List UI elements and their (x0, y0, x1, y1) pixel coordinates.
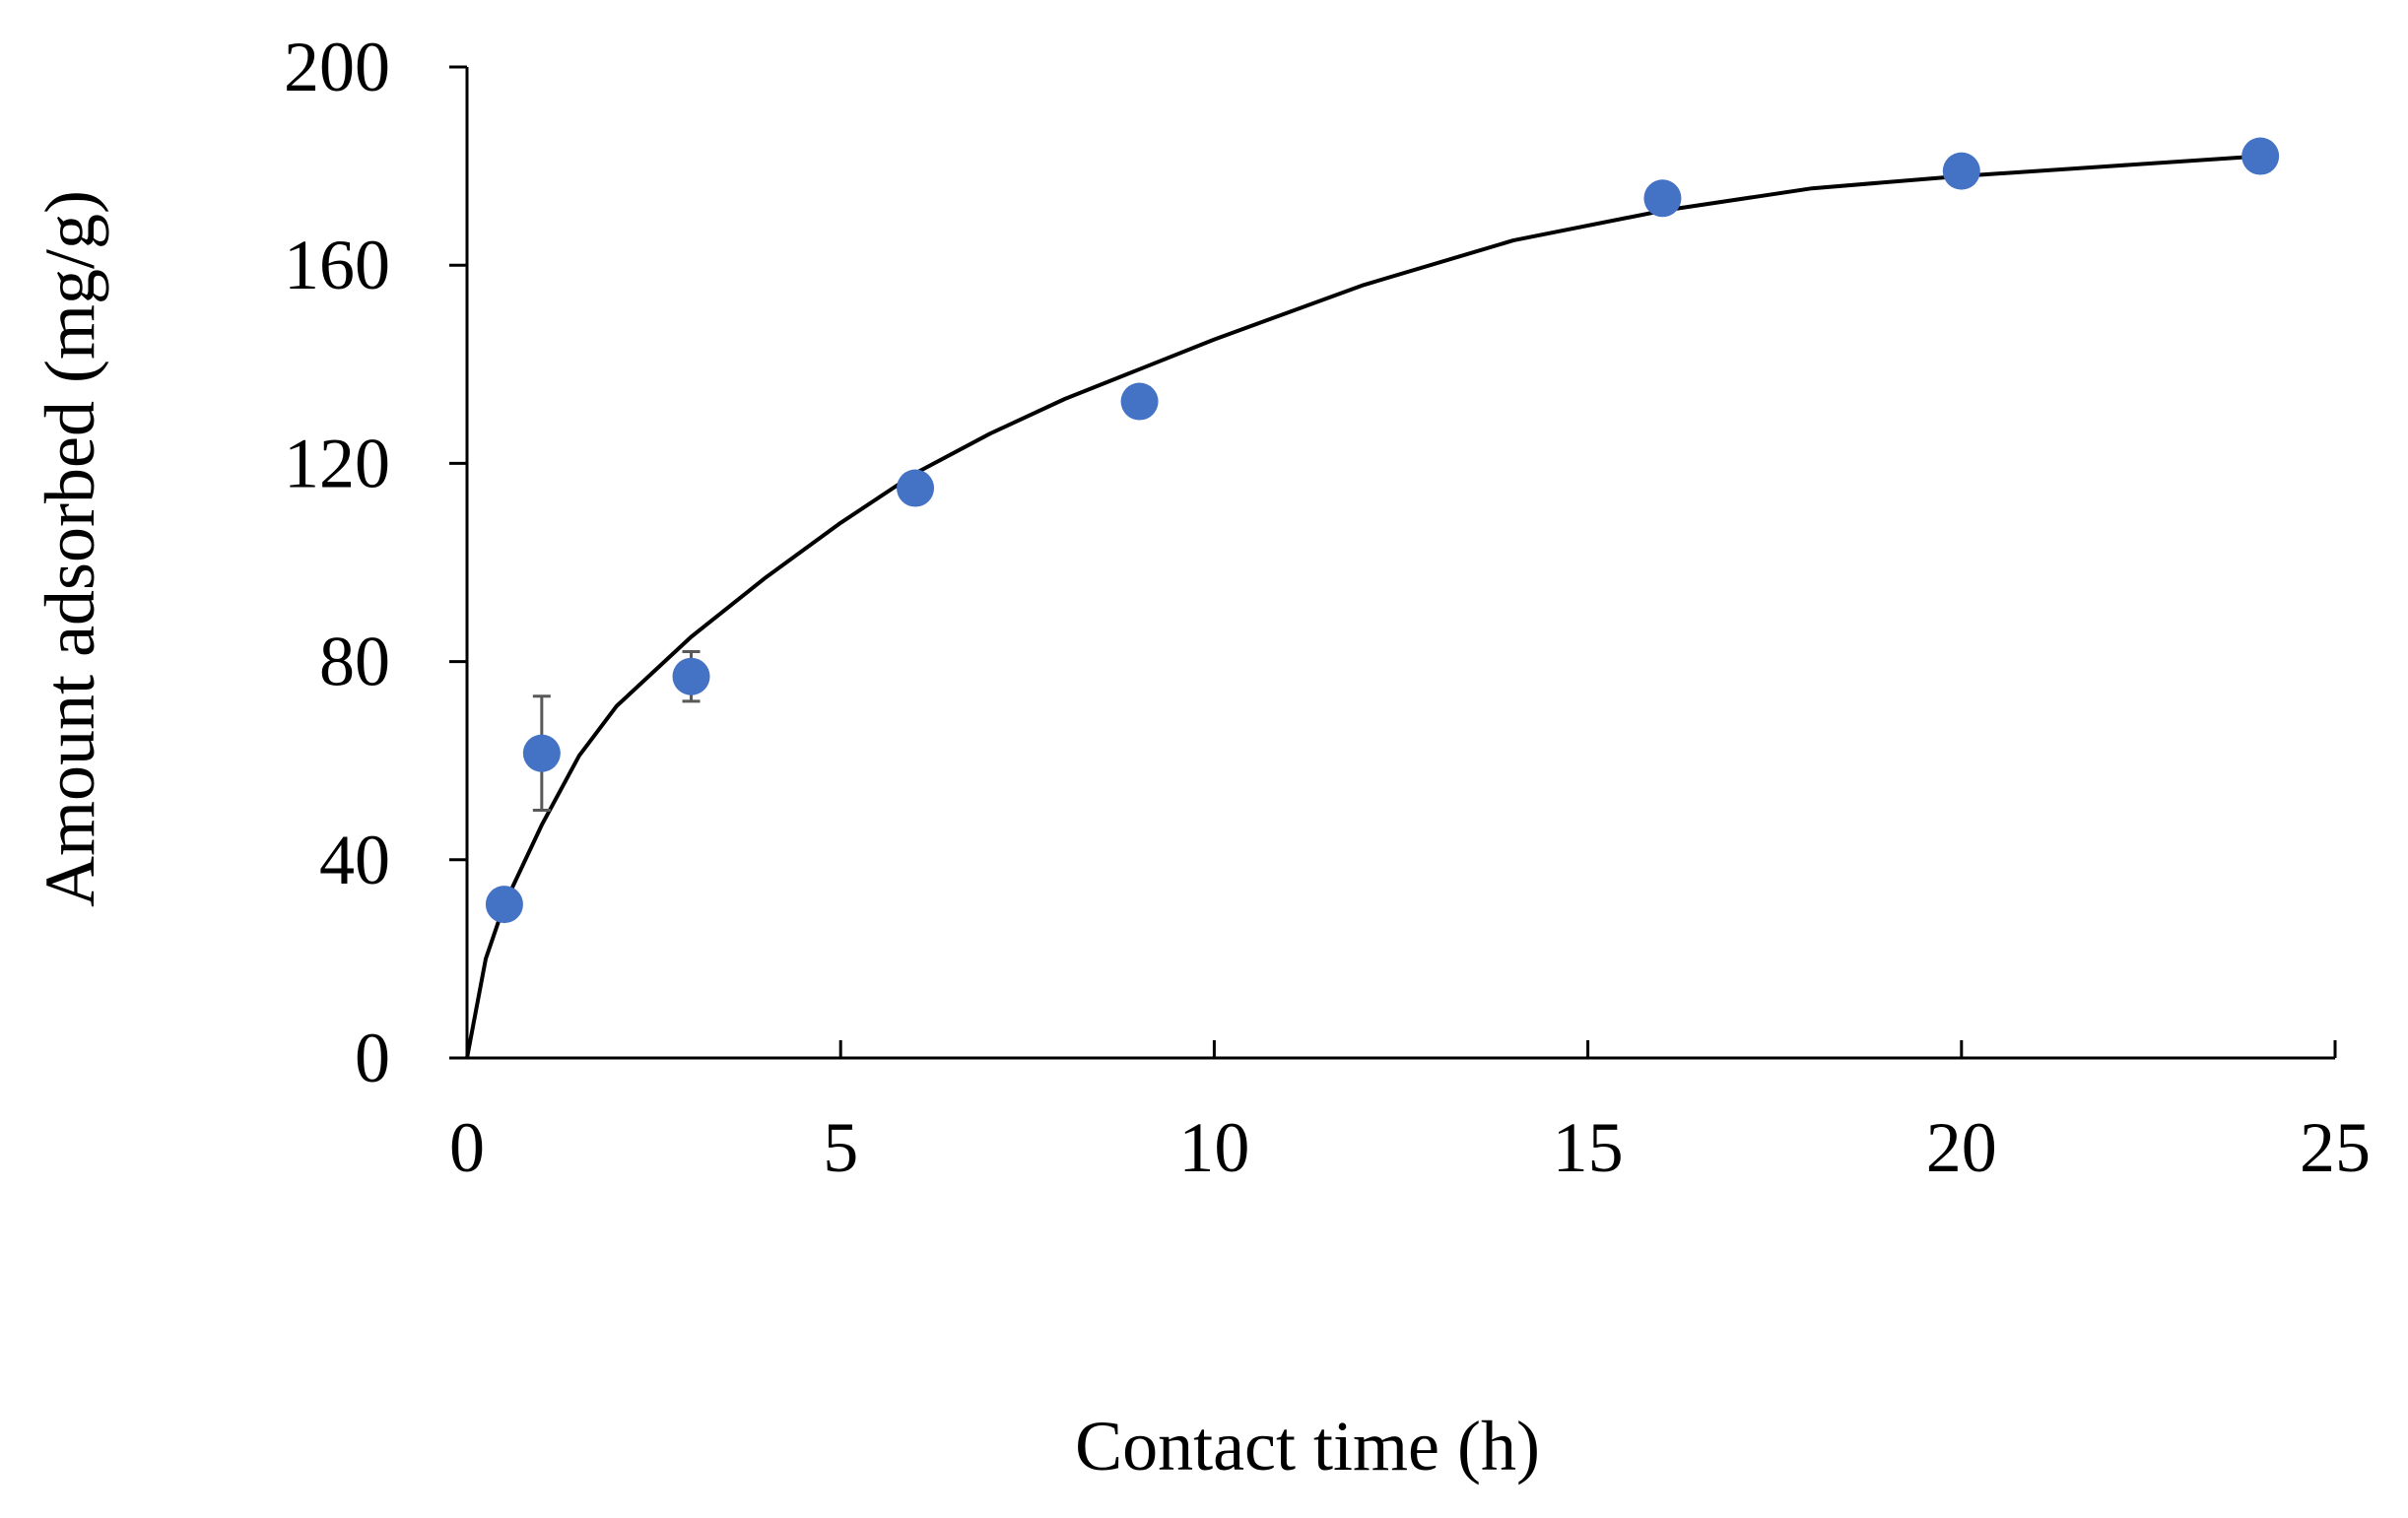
data-point (1942, 152, 1980, 190)
x-tick-label: 0 (449, 1108, 485, 1187)
y-tick-label: 40 (319, 821, 390, 899)
data-point (522, 734, 561, 772)
data-point (1643, 179, 1682, 218)
y-tick-label: 0 (355, 1019, 390, 1097)
fit-curve-layer (465, 154, 2261, 1059)
x-tick-label: 25 (2300, 1108, 2371, 1187)
data-point (1120, 382, 1159, 421)
x-tick-label: 15 (1553, 1108, 1624, 1187)
x-tick-label: 20 (1926, 1108, 1997, 1187)
data-points-layer (485, 137, 2280, 924)
data-point (672, 657, 710, 695)
y-tick-label: 160 (284, 226, 390, 304)
fit-curve-line (465, 154, 2261, 1059)
x-axis-label: Contact time (h) (1075, 1407, 1540, 1485)
y-axis-label: Amount adsorbed (mg/g) (31, 190, 109, 907)
axes (465, 67, 2335, 1060)
y-tick-label: 200 (284, 28, 390, 106)
ticks: 0 40 80 120 160 200 0 5 10 15 20 25 (284, 28, 2371, 1187)
y-tick-label: 120 (284, 424, 390, 502)
data-point (485, 886, 523, 924)
data-point (897, 469, 935, 507)
data-point (2241, 137, 2280, 175)
x-tick-label: 5 (823, 1108, 858, 1187)
y-tick-label: 80 (319, 623, 390, 701)
x-tick-label: 10 (1178, 1108, 1249, 1187)
